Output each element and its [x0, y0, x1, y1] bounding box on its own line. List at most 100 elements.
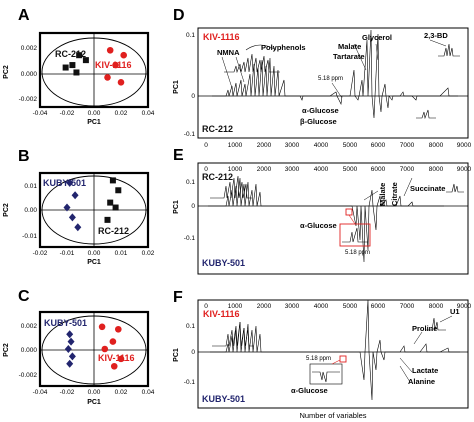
spectrum-inset-trace — [212, 321, 254, 347]
x-tick-label: 1000 — [228, 303, 243, 310]
score-point — [82, 57, 89, 64]
x-tick-label: -0.02 — [33, 250, 48, 257]
score-point — [110, 362, 118, 370]
x-tick-label: 5000 — [343, 142, 358, 149]
annotation-label: 5.18 ppm — [345, 250, 370, 256]
x-tick-label: -0.04 — [33, 110, 48, 117]
y-tick-label: 0.00 — [24, 207, 37, 214]
x-tick-label: 6000 — [371, 166, 386, 173]
y-axis-label: PC2 — [3, 203, 10, 217]
x-tick-label: 4000 — [314, 142, 329, 149]
score-point — [112, 61, 119, 69]
glucose-inset-trace — [312, 371, 340, 383]
spectrum-inset-trace — [446, 183, 464, 193]
x-tick-label: -0.02 — [60, 389, 75, 396]
annotation-label: Glycerol — [362, 33, 392, 42]
x-tick-label: 2000 — [257, 303, 272, 310]
x-tick-label: 9000 — [457, 166, 472, 173]
comparison-top-label: KIV-1116 — [203, 32, 240, 42]
annotation-label: NMNA — [217, 48, 240, 57]
annotation-label: α-Glucose — [300, 221, 337, 230]
x-tick-label: 0.04 — [142, 389, 155, 396]
panel-letter-f: F — [173, 289, 183, 306]
annotation-label: Malate — [378, 183, 387, 206]
zoom-source-box — [345, 208, 353, 216]
panel-letter-a: A — [18, 7, 30, 24]
pointer-line — [353, 43, 367, 71]
annotation-label: α-Glucose — [302, 106, 339, 115]
loading-spectrum-trace — [208, 177, 444, 263]
x-tick-label: 4000 — [314, 166, 329, 173]
annotation-label: Polyphenols — [261, 43, 306, 52]
y-tick-label: 0.1 — [186, 323, 195, 330]
spectrum-inset-trace — [210, 175, 252, 199]
x-tick-label: 8000 — [429, 166, 444, 173]
score-point — [104, 74, 111, 81]
x-axis-label: PC1 — [87, 119, 101, 126]
x-tick-label: 0 — [204, 303, 208, 310]
score-point — [117, 79, 125, 86]
x-tick-label: 9000 — [457, 142, 472, 149]
x-tick-label: 5000 — [343, 166, 358, 173]
x-axis-label: Number of variables — [299, 411, 366, 420]
pointer-line — [235, 56, 245, 83]
score-point — [109, 338, 117, 345]
annotation-label: Tartarate — [333, 52, 365, 61]
pointer-line — [363, 190, 379, 201]
x-tick-label: 0.00 — [88, 389, 101, 396]
x-tick-label: 4000 — [314, 303, 329, 310]
x-tick-label: 0.04 — [142, 110, 155, 117]
x-tick-label: 1000 — [228, 142, 243, 149]
score-point — [106, 46, 114, 54]
x-tick-label: 3000 — [285, 303, 300, 310]
panel-letter-d: D — [173, 7, 185, 24]
y-axis-label: PC2 — [3, 343, 10, 357]
annotation-label: Lactate — [412, 366, 438, 375]
score-point — [69, 62, 76, 69]
score-points — [62, 46, 127, 86]
comparison-top-label: KIV-1116 — [203, 309, 240, 319]
annotation-label: Malate — [338, 42, 361, 51]
annotation-label: Alanine — [408, 377, 435, 386]
pointer-line — [403, 177, 413, 197]
score-point — [68, 352, 76, 361]
y-axis-label: PC2 — [3, 65, 10, 79]
x-ticks: 0 1000 2000 3000 4000 5000 6000 7000 800… — [204, 303, 471, 310]
score-point — [120, 51, 127, 59]
score-point — [63, 203, 71, 212]
x-tick-label: 5000 — [343, 303, 358, 310]
pointer-line — [439, 315, 453, 323]
y-tick-label: 0.01 — [24, 183, 37, 190]
pca-panel-c: C -0.04 -0.02 0.00 0.02 0.04 0.002 0.000… — [3, 288, 155, 406]
x-tick-label: 8000 — [429, 303, 444, 310]
panel-letter-c: C — [18, 288, 30, 305]
x-tick-label: 0.02 — [142, 250, 155, 257]
comparison-top-label: RC-212 — [202, 172, 233, 182]
butanediol-inset-trace — [438, 43, 460, 57]
zoom-inset-box — [309, 363, 343, 385]
y-tick-label: -0.1 — [184, 235, 196, 242]
zoom-connector — [331, 359, 341, 365]
annotation-label: 5.18 ppm — [306, 356, 331, 362]
y-tick-label: 0 — [191, 349, 195, 356]
x-tick-label: 0 — [204, 142, 208, 149]
glucose-inset-trace — [416, 109, 436, 120]
x-tick-label: 7000 — [400, 142, 415, 149]
pointer-line — [429, 39, 447, 47]
x-tick-label: 3000 — [285, 142, 300, 149]
pointer-line — [399, 365, 411, 383]
score-point — [101, 345, 109, 353]
polyphenol-inset-trace — [224, 53, 280, 74]
pca-panel-b: B -0.02 -0.01 0.00 0.01 0.02 0.01 0.00 -… — [3, 148, 155, 266]
pca-panel-a: A -0.04 -0.02 0.00 0.02 0.04 0.002 0.000… — [3, 7, 155, 126]
score-point — [64, 345, 72, 353]
score-point — [115, 325, 122, 333]
confidence-ellipse — [41, 315, 147, 385]
y-tick-label: -0.1 — [184, 131, 196, 138]
score-point — [68, 213, 76, 222]
x-tick-label: 0.02 — [115, 110, 128, 117]
score-point — [62, 64, 69, 71]
group-label: KUBY-501 — [43, 178, 86, 188]
score-point — [117, 355, 125, 363]
